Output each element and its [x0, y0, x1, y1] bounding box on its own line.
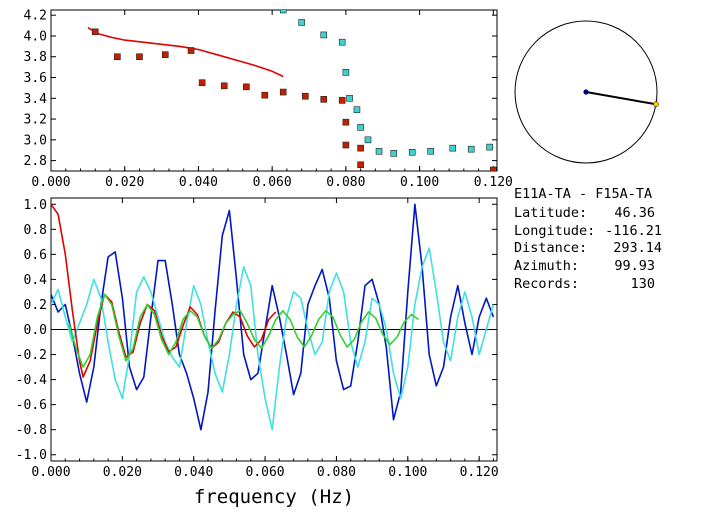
y-tick-label: 0.8 — [24, 223, 47, 238]
data-marker — [342, 69, 350, 76]
x-tick-label: 0.060 — [246, 465, 285, 480]
data-marker — [302, 92, 309, 100]
data-marker — [342, 118, 350, 126]
data-marker — [467, 145, 475, 153]
data-marker — [342, 141, 350, 149]
velocity-panel: 0.000 0.020 0.040 0.060 0.080 0.100 0.120 2.8 3.… — [24, 9, 513, 190]
compass-circle — [514, 20, 658, 164]
y-tick-label: -0.6 — [16, 398, 47, 413]
y-tick-label: 3.6 — [24, 71, 47, 86]
data-marker — [353, 106, 361, 114]
y-tick-label: -0.8 — [16, 423, 47, 438]
data-marker — [320, 31, 328, 39]
station-dot — [583, 89, 589, 95]
y-tick-label: -0.2 — [16, 348, 47, 363]
data-marker — [243, 83, 250, 91]
y-tick-label: -1.0 — [16, 448, 47, 463]
data-marker — [261, 91, 269, 99]
x-tick-label: 0.000 — [31, 175, 70, 190]
data-marker — [357, 161, 364, 169]
data-marker — [357, 144, 364, 152]
x-tick-label: 0.100 — [400, 175, 439, 190]
data-marker — [320, 96, 328, 103]
azimuth-value: 99.93 — [614, 258, 655, 274]
plot-frame — [50, 9, 498, 172]
x-tick-label: 0.120 — [474, 175, 513, 190]
x-tick-label: 0.100 — [388, 465, 427, 480]
data-marker — [187, 47, 195, 54]
x-tick-label: 0.080 — [317, 465, 356, 480]
azimuth-label: Azimuth: — [514, 258, 579, 274]
data-marker — [427, 147, 434, 155]
data-marker — [220, 82, 228, 90]
y-tick-label: 2.8 — [24, 154, 47, 169]
data-marker — [91, 28, 99, 36]
data-marker — [279, 10, 287, 14]
x-tick-label: 0.040 — [179, 175, 218, 190]
y-tick-label: 1.0 — [24, 198, 47, 213]
series-group — [51, 203, 495, 431]
data-marker — [346, 94, 353, 102]
latitude-value: 46.36 — [614, 205, 655, 221]
data-marker — [338, 38, 346, 46]
y-tick-label: 3.0 — [24, 133, 47, 148]
data-marker — [279, 88, 287, 96]
azimuth-needle — [585, 91, 657, 106]
x-tick-label: 0.020 — [103, 465, 142, 480]
x-tick-label: 0.120 — [460, 465, 499, 480]
target-dot — [653, 101, 659, 108]
azimuth-compass — [514, 20, 659, 164]
latitude-label: Latitude: — [514, 205, 587, 221]
distance-label: Distance: — [514, 240, 587, 256]
data-marker — [357, 124, 364, 131]
series-line-0 — [87, 27, 284, 78]
y-tick-label: 4.2 — [24, 9, 47, 24]
data-marker — [486, 143, 493, 151]
x-tick-label: 0.060 — [253, 175, 292, 190]
y-tick-label: -0.4 — [16, 373, 47, 388]
x-tick-label: 0.080 — [326, 175, 365, 190]
data-marker — [449, 144, 457, 152]
data-marker — [490, 166, 497, 171]
y-tick-label: 4.0 — [24, 29, 47, 44]
data-marker — [338, 97, 346, 104]
records-label: Records: — [514, 276, 579, 292]
y-tick-label: 3.2 — [24, 113, 47, 128]
series-line-0 — [51, 203, 495, 431]
distance-value: 293.14 — [613, 240, 662, 256]
data-marker — [161, 51, 169, 58]
y-tick-label: 0.2 — [24, 298, 47, 313]
series-line-3 — [68, 293, 419, 368]
y-tick-label: 3.8 — [24, 50, 47, 65]
series-line-1 — [51, 247, 495, 431]
x-axis-title: frequency (Hz) — [194, 486, 354, 508]
data-marker — [375, 147, 383, 155]
x-tick-label: 0.040 — [174, 465, 213, 480]
longitude-value: -116.21 — [605, 223, 662, 239]
y-tick-label: 0.0 — [24, 323, 47, 338]
series-line-2 — [51, 203, 277, 378]
station-pair-title: E11A-TA - F15A-TA — [514, 186, 652, 202]
x-tick-label: 0.000 — [31, 465, 70, 480]
y-tick-label: 3.4 — [24, 92, 48, 107]
longitude-label: Longitude: — [514, 223, 595, 239]
data-marker — [298, 19, 305, 26]
y-tick-label: 0.4 — [24, 273, 48, 288]
data-marker — [390, 150, 398, 157]
station-info: E11A-TA - F15A-TA Latitude: 46.36 Longit… — [514, 186, 662, 292]
records-value: 130 — [631, 276, 655, 292]
correlation-panel: 0.000 0.020 0.040 0.060 0.080 0.100 0.120 1.0 0.… — [16, 197, 499, 480]
data-marker — [114, 53, 121, 61]
data-marker — [198, 79, 206, 87]
series-group — [87, 10, 497, 171]
x-tick-label: 0.020 — [105, 175, 144, 190]
data-marker — [408, 149, 416, 156]
data-marker — [136, 53, 143, 61]
y-tick-label: 0.6 — [24, 248, 47, 263]
data-marker — [364, 136, 372, 144]
